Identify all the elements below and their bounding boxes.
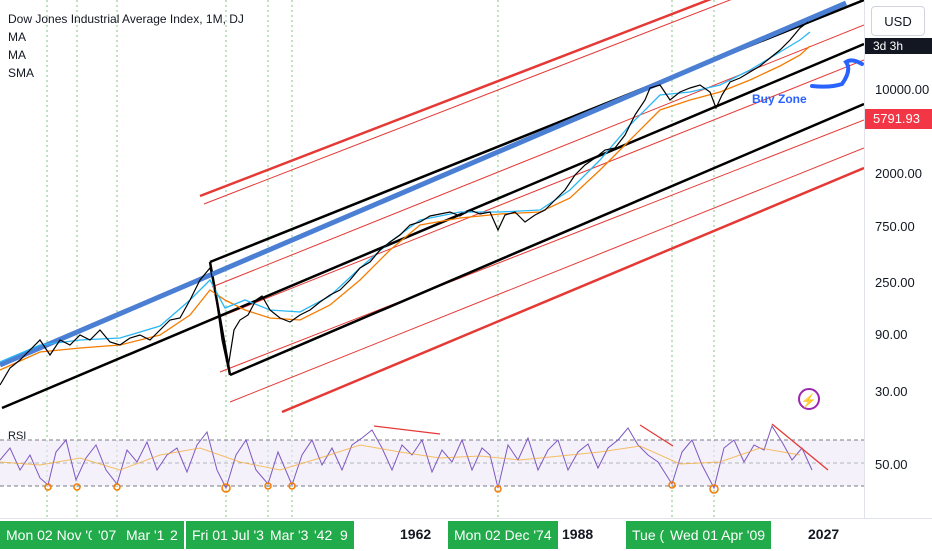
buy-zone-arrow[interactable] [810,58,864,89]
indicator-ma-1[interactable]: MA [8,30,26,44]
time-label: 1962 [400,526,432,542]
chart-legend: Dow Jones Industrial Average Index, 1M, … [8,10,244,82]
countdown-badge: 3d 3h [865,38,932,54]
rsi-tick: 50.00 [875,457,908,472]
time-axis[interactable]: Mon 02 Nov '03 '07 Mar '15 2 Fri 01 Jul … [0,518,932,551]
price-tick: 750.00 [875,219,915,234]
rsi-panel[interactable] [0,423,864,494]
price-line [0,21,809,386]
time-label: 1988 [562,526,594,542]
time-badge: Tue ( [626,521,671,549]
time-badge: Mon 02 Nov '03 [0,521,110,549]
indicator-ma-2[interactable]: MA [8,48,26,62]
buy-zone-label: Buy Zone [752,92,807,106]
lightning-icon[interactable]: ⚡ [798,388,820,410]
time-label: 2027 [808,526,840,542]
blue-trendline[interactable] [0,0,847,368]
price-tick: 250.00 [875,275,915,290]
time-badge: Mon 02 Dec '74 [448,521,558,549]
ma-orange-line [0,45,811,371]
price-tick: 2000.00 [875,166,922,181]
time-badge: Wed 01 Apr '09 [664,521,772,549]
indicator-sma[interactable]: SMA [8,66,35,80]
current-price-badge: 5791.93 [865,109,932,129]
currency-button[interactable]: USD [871,6,925,36]
time-badge: '07 [92,521,123,549]
price-tick: 90.00 [875,327,908,342]
time-badge: 2 [164,521,184,549]
rsi-label[interactable]: RSI [8,430,27,442]
red-channel-lines[interactable] [199,0,864,414]
chart-canvas[interactable] [0,0,864,518]
price-tick: 10000.00 [875,82,930,97]
time-badge: '42 [308,521,339,549]
time-badge: Fri 01 Jul '32 [186,521,278,549]
price-axis[interactable]: USD 3d 3h 10000.00 5791.93 2000.00 750.0… [864,0,932,518]
symbol-title[interactable]: Dow Jones Industrial Average Index, 1M, … [8,12,244,26]
price-tick: 30.00 [875,384,908,399]
time-badge: 9 [334,521,354,549]
